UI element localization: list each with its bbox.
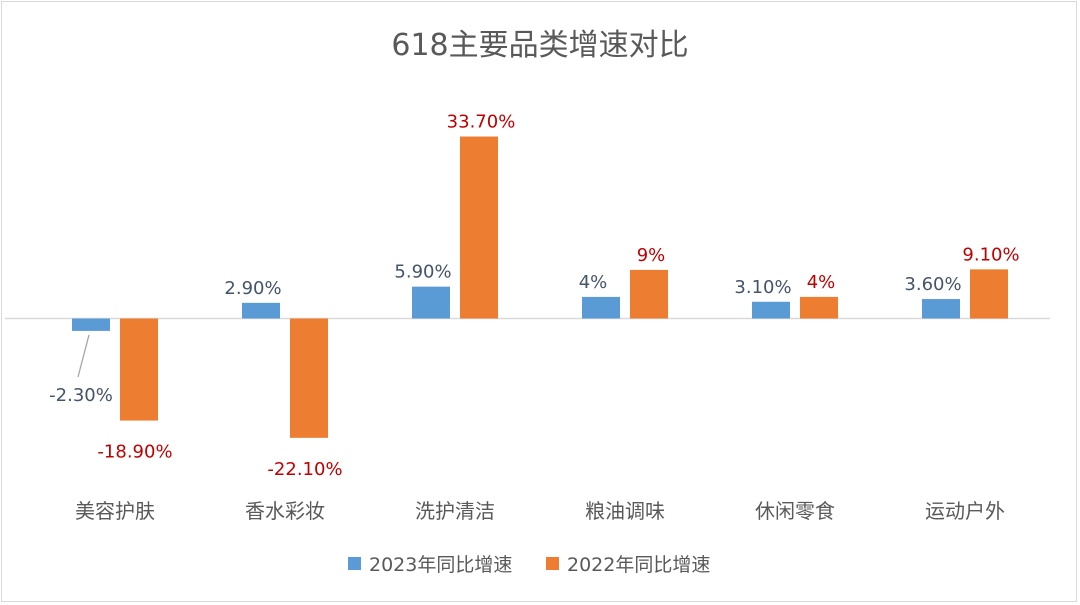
- value-label-2022-3: 33.70%: [447, 112, 516, 133]
- legend-swatch-2022: [546, 557, 559, 570]
- leader-line: [77, 334, 90, 378]
- bar-2023-2: [242, 302, 280, 319]
- category-labels: 美容护肤 香水彩妆 洗护清洁 粮油调味 休闲零食 运动户外: [75, 499, 1005, 523]
- legend: 2023年同比增速 2022年同比增速: [348, 554, 710, 576]
- bar-2022-3: [460, 136, 498, 319]
- bar-2022-6: [970, 269, 1008, 319]
- category-label: 休闲零食: [755, 499, 835, 523]
- value-label-2023-5: 3.10%: [734, 277, 791, 298]
- legend-label-2022: 2022年同比增速: [567, 554, 710, 576]
- legend-label-2023: 2023年同比增速: [369, 554, 512, 576]
- bar-2023-3: [412, 286, 450, 319]
- value-label-2022-6: 9.10%: [962, 244, 1019, 265]
- value-label-2023-3: 5.90%: [394, 262, 451, 283]
- bar-2023-6: [922, 299, 960, 319]
- category-label: 运动户外: [925, 499, 1005, 523]
- bar-2022-4: [630, 269, 668, 319]
- bar-2023-5: [752, 301, 790, 319]
- value-labels: -2.30% -18.90% 2.90% -22.10% 5.90% 33.70% 4% 9%…: [49, 112, 1019, 480]
- bar-2023-4: [582, 296, 620, 319]
- bar-2023-1: [72, 318, 110, 331]
- value-label-2022-2: -22.10%: [267, 459, 342, 480]
- category-label: 美容护肤: [75, 499, 155, 523]
- value-label-2023-4: 4%: [579, 272, 608, 293]
- category-label: 粮油调味: [585, 499, 665, 523]
- category-label: 洗护清洁: [415, 499, 495, 523]
- chart-title: 618主要品类增速对比: [391, 28, 688, 63]
- value-label-2023-1: -2.30%: [49, 385, 113, 406]
- value-label-2023-2: 2.90%: [224, 278, 281, 299]
- bars-group: [72, 136, 1008, 438]
- value-label-2022-5: 4%: [807, 272, 836, 293]
- bar-2022-2: [290, 318, 328, 438]
- value-label-2022-4: 9%: [637, 245, 666, 266]
- bar-2022-5: [800, 296, 838, 319]
- value-label-2023-6: 3.60%: [904, 274, 961, 295]
- value-label-2022-1: -18.90%: [97, 442, 172, 463]
- bar-2022-1: [120, 318, 158, 421]
- legend-swatch-2023: [348, 557, 361, 570]
- category-label: 香水彩妆: [245, 499, 325, 523]
